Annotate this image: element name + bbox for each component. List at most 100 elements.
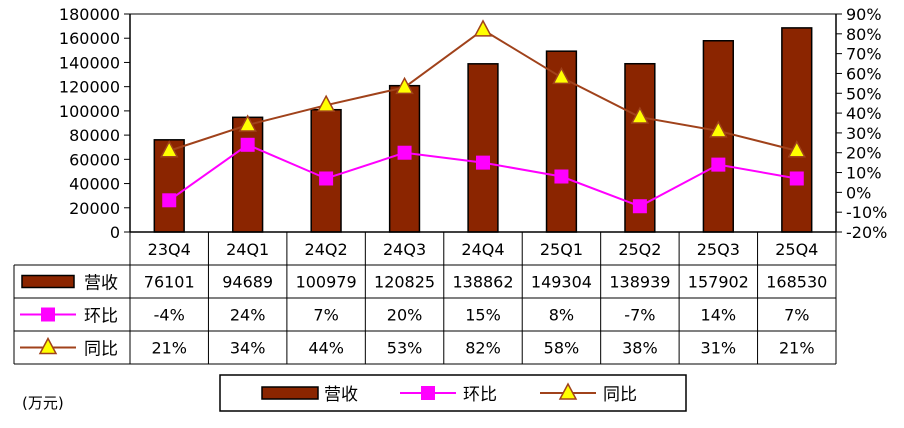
legend-label: 营收 (324, 385, 358, 405)
yoy-point (552, 66, 571, 85)
right-tick-label: 60% (846, 64, 882, 83)
revenue-key (21, 274, 75, 289)
left-tick-label: 180000 (59, 5, 120, 24)
left-tick-label: 20000 (69, 199, 120, 218)
table-value: 7% (784, 306, 809, 325)
category-label: 24Q1 (226, 240, 269, 259)
right-tick-label: 90% (846, 5, 882, 24)
left-tick-label: 0 (110, 223, 120, 242)
mom-point (789, 171, 804, 186)
table-value: 94689 (222, 273, 273, 292)
left-tick-label: 120000 (59, 78, 120, 97)
left-tick-label: 40000 (69, 175, 120, 194)
mom-point (319, 171, 334, 186)
table-value: 44% (308, 339, 344, 358)
mom-point (554, 169, 569, 184)
table-value: 34% (230, 339, 266, 358)
category-label: 24Q2 (305, 240, 348, 259)
table-value: 53% (387, 339, 423, 358)
yoy-key-marker (38, 336, 58, 355)
category-label: 24Q4 (461, 240, 504, 259)
mom-point (476, 155, 490, 170)
revenue-bar (781, 27, 813, 233)
legend-yoy-marker (558, 382, 578, 400)
table-value: 15% (465, 306, 501, 325)
data-table: 23Q4 24Q1 24Q2 24Q3 24Q4 25Q1 25Q2 25Q3 25Q4 营收 76… (13, 231, 837, 365)
unit-label: (万元) (22, 394, 64, 412)
yoy-point (787, 140, 807, 158)
table-value: 7% (313, 306, 338, 325)
right-tick-label: 50% (846, 84, 882, 103)
legend-label: 同比 (603, 385, 637, 405)
yoy-point (395, 76, 414, 95)
table-value: 76101 (144, 273, 195, 292)
table-value: 168530 (766, 273, 827, 292)
revenue-bar (467, 63, 499, 233)
right-tick-label: -20% (846, 223, 887, 242)
right-tick-label: 20% (846, 144, 882, 163)
plot-frame (129, 13, 837, 232)
legend-mom-marker (421, 386, 435, 400)
revenue-bars (153, 27, 813, 233)
mom-point (397, 145, 412, 160)
table-value: 14% (701, 306, 737, 325)
category-label: 24Q3 (383, 240, 426, 259)
right-axis: -20%-10%0%10%20%30%40%50%60%70%80%90% (836, 5, 887, 242)
category-label: 25Q1 (540, 240, 583, 259)
table-value: 157902 (688, 273, 749, 292)
table-value: 21% (151, 339, 187, 358)
table-value: 31% (701, 339, 737, 358)
legend: 营收 环比 同比 (219, 374, 687, 412)
left-tick-label: 100000 (59, 102, 120, 121)
yoy-point (630, 106, 650, 124)
left-tick-label: 160000 (59, 29, 120, 48)
table-value: 20% (387, 306, 423, 325)
yoy-point (709, 120, 728, 138)
table-value: 120825 (374, 273, 435, 292)
right-tick-label: 80% (846, 25, 882, 44)
series-name: 环比 (84, 307, 118, 327)
yoy-point (238, 114, 257, 132)
left-axis: 0 20000 40000 60000 80000 100000 120000 140000 1… (59, 5, 130, 242)
right-tick-label: 10% (846, 164, 882, 183)
left-tick-label: 80000 (69, 126, 120, 145)
mom-key-marker (41, 307, 55, 322)
yoy-point (316, 94, 336, 112)
table-value: 24% (230, 306, 266, 325)
right-tick-label: 30% (846, 124, 882, 143)
table-value: 138939 (609, 273, 670, 292)
mom-point (711, 157, 726, 172)
mom-point (162, 193, 177, 208)
legend-revenue-swatch (261, 386, 319, 400)
table-value: 38% (622, 339, 658, 358)
category-label: 25Q4 (775, 240, 818, 259)
yoy-point (159, 140, 179, 158)
revenue-bar (232, 116, 264, 233)
legend-label: 环比 (463, 385, 497, 405)
rate-lines (159, 19, 807, 214)
left-tick-label: 140000 (59, 53, 120, 72)
table-value: 82% (465, 339, 501, 358)
revenue-bar (310, 108, 342, 233)
category-label: 25Q3 (697, 240, 740, 259)
right-tick-label: -10% (846, 203, 887, 222)
category-label: 23Q4 (148, 240, 191, 259)
right-tick-label: 70% (846, 45, 882, 64)
right-tick-label: 0% (846, 183, 871, 202)
series-name: 同比 (84, 340, 118, 360)
table-value: 100979 (296, 273, 357, 292)
category-label: 25Q2 (618, 240, 661, 259)
table-value: -7% (624, 306, 655, 325)
table-value: 138862 (452, 273, 513, 292)
yoy-point (473, 19, 493, 37)
table-value: -4% (154, 306, 185, 325)
right-tick-label: 40% (846, 104, 882, 123)
mom-point (632, 199, 647, 214)
table-value: 58% (544, 339, 580, 358)
mom-point (240, 137, 255, 152)
table-value: 8% (549, 306, 574, 325)
table-value: 149304 (531, 273, 592, 292)
table-value: 21% (779, 339, 815, 358)
series-name: 营收 (84, 274, 118, 294)
